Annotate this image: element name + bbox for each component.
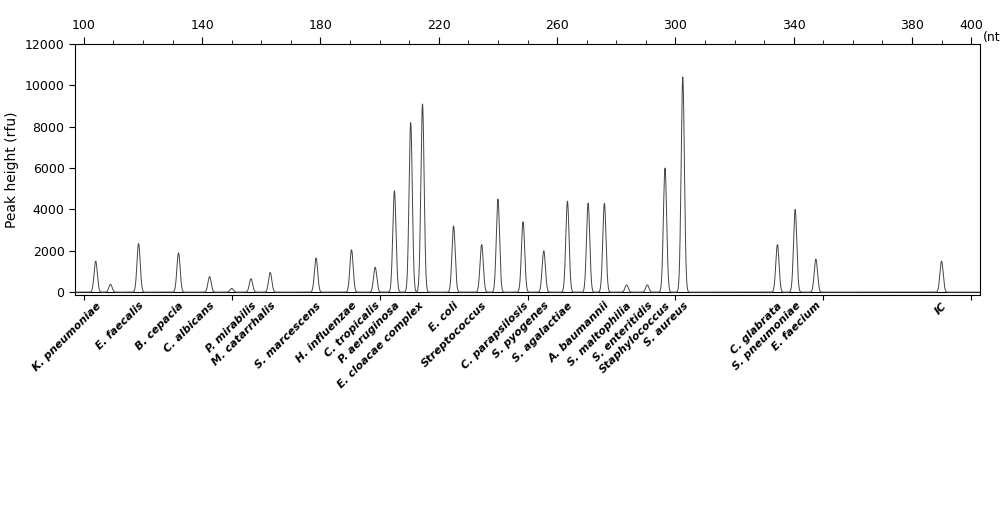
Text: IC: IC: [933, 300, 949, 316]
Text: C. glabrata: C. glabrata: [729, 300, 784, 355]
Text: S. agalactiae: S. agalactiae: [511, 300, 574, 364]
Text: S. enteritidis: S. enteritidis: [591, 300, 654, 364]
Text: P. aeruginosa: P. aeruginosa: [337, 300, 401, 365]
Text: E. faecium: E. faecium: [771, 300, 823, 353]
Text: M. catarrhalis: M. catarrhalis: [210, 300, 277, 368]
Text: S. pneumoniae: S. pneumoniae: [730, 300, 802, 372]
Text: E. faecalis: E. faecalis: [94, 300, 146, 352]
Text: S. aureus: S. aureus: [642, 300, 690, 349]
Text: P. mirabilis: P. mirabilis: [204, 300, 258, 354]
Text: C. albicans: C. albicans: [162, 300, 217, 355]
Text: (nt): (nt): [983, 31, 1000, 44]
Text: E. coli: E. coli: [428, 300, 461, 334]
Text: C. tropicalis: C. tropicalis: [323, 300, 382, 359]
Text: C. parapsilosis: C. parapsilosis: [460, 300, 530, 371]
Text: K. pneumoniae: K. pneumoniae: [31, 300, 103, 372]
Text: E. cloacae complex: E. cloacae complex: [336, 300, 425, 390]
Text: Staphylococcus: Staphylococcus: [597, 300, 672, 375]
Text: H. influenzae: H. influenzae: [294, 300, 359, 365]
Text: S. marcescens: S. marcescens: [254, 300, 323, 370]
Text: Streptococcus: Streptococcus: [420, 300, 489, 369]
Text: A. baumannii: A. baumannii: [547, 300, 611, 365]
Text: B. cepacia: B. cepacia: [134, 300, 186, 352]
Y-axis label: Peak height (rfu): Peak height (rfu): [5, 111, 19, 228]
Text: S. maltophilia: S. maltophilia: [566, 300, 634, 368]
Text: S. pyogenes: S. pyogenes: [491, 300, 551, 361]
